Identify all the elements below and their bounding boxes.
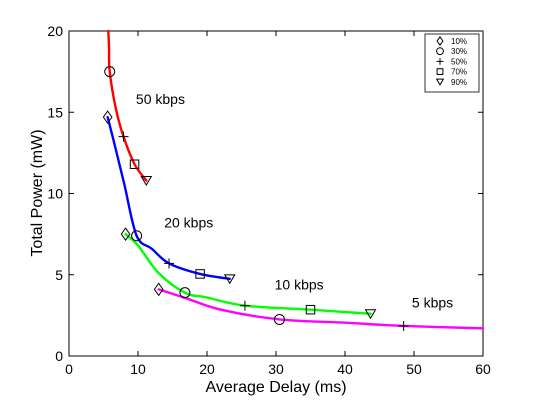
marker-triangle-down — [364, 309, 377, 320]
y-tick-label: 10 — [47, 186, 63, 202]
marker-square — [129, 159, 140, 169]
x-axis-label: Average Delay (ms) — [205, 379, 346, 396]
marker-triangle-down — [223, 274, 236, 285]
x-tick-label: 40 — [337, 361, 353, 377]
marker-circle — [131, 230, 143, 242]
series-line-3 — [124, 232, 372, 315]
legend-marker-diamond — [436, 36, 444, 46]
legend-marker-plus — [436, 58, 444, 65]
marker-plus — [164, 258, 175, 269]
y-tick-label: 20 — [47, 23, 63, 39]
plot-area — [68, 30, 484, 357]
marker-plus — [239, 300, 250, 311]
legend-label: 10% — [451, 37, 467, 46]
marker-diamond — [153, 282, 164, 297]
annotation-label: 5 kbps — [412, 294, 453, 310]
y-tick-label: 5 — [55, 267, 63, 283]
y-tick-label: 0 — [55, 348, 63, 364]
marker-circle — [273, 313, 285, 325]
legend: 10%30%50% 70%90% — [424, 33, 480, 93]
marker-square — [305, 304, 316, 315]
legend-marker-circle — [436, 47, 444, 56]
legend-marker-triangle-down — [435, 78, 445, 86]
marker-diamond — [102, 110, 113, 124]
legend-label: 50% — [451, 57, 467, 66]
marker-triangle-down — [140, 176, 153, 186]
x-tick-label: 10 — [130, 361, 146, 377]
legend-label: 70% — [451, 68, 467, 77]
marker-circle — [179, 287, 191, 299]
y-tick-label: 15 — [47, 104, 63, 120]
annotation-label: 20 kbps — [164, 215, 213, 231]
series-line-2 — [106, 115, 231, 281]
x-tick-label: 60 — [475, 361, 491, 377]
series-line-1 — [107, 29, 148, 182]
annotations: 50 kbps 20 kbps 10 kbps 5 kbps — [136, 91, 453, 310]
legend-box — [424, 33, 480, 93]
marker-plus — [398, 320, 409, 331]
legend-label: 30% — [451, 47, 467, 56]
x-tick-label: 50 — [406, 361, 422, 377]
markers — [102, 66, 409, 331]
marker-square — [195, 269, 205, 279]
marker-plus — [118, 131, 129, 142]
marker-diamond — [120, 227, 131, 241]
ticks: 0 10 20 30 40 50 60 0 5 10 15 20 — [47, 23, 491, 377]
annotation-label: 10 kbps — [275, 276, 324, 292]
x-tick-label: 0 — [65, 361, 73, 377]
x-tick-label: 20 — [199, 361, 215, 377]
legend-marker-square — [436, 68, 444, 75]
marker-circle — [104, 66, 116, 78]
y-axis-label: Total Power (mW) — [29, 129, 46, 256]
x-tick-label: 30 — [268, 361, 284, 377]
legend-label: 90% — [451, 78, 467, 87]
annotation-label: 50 kbps — [136, 91, 185, 107]
